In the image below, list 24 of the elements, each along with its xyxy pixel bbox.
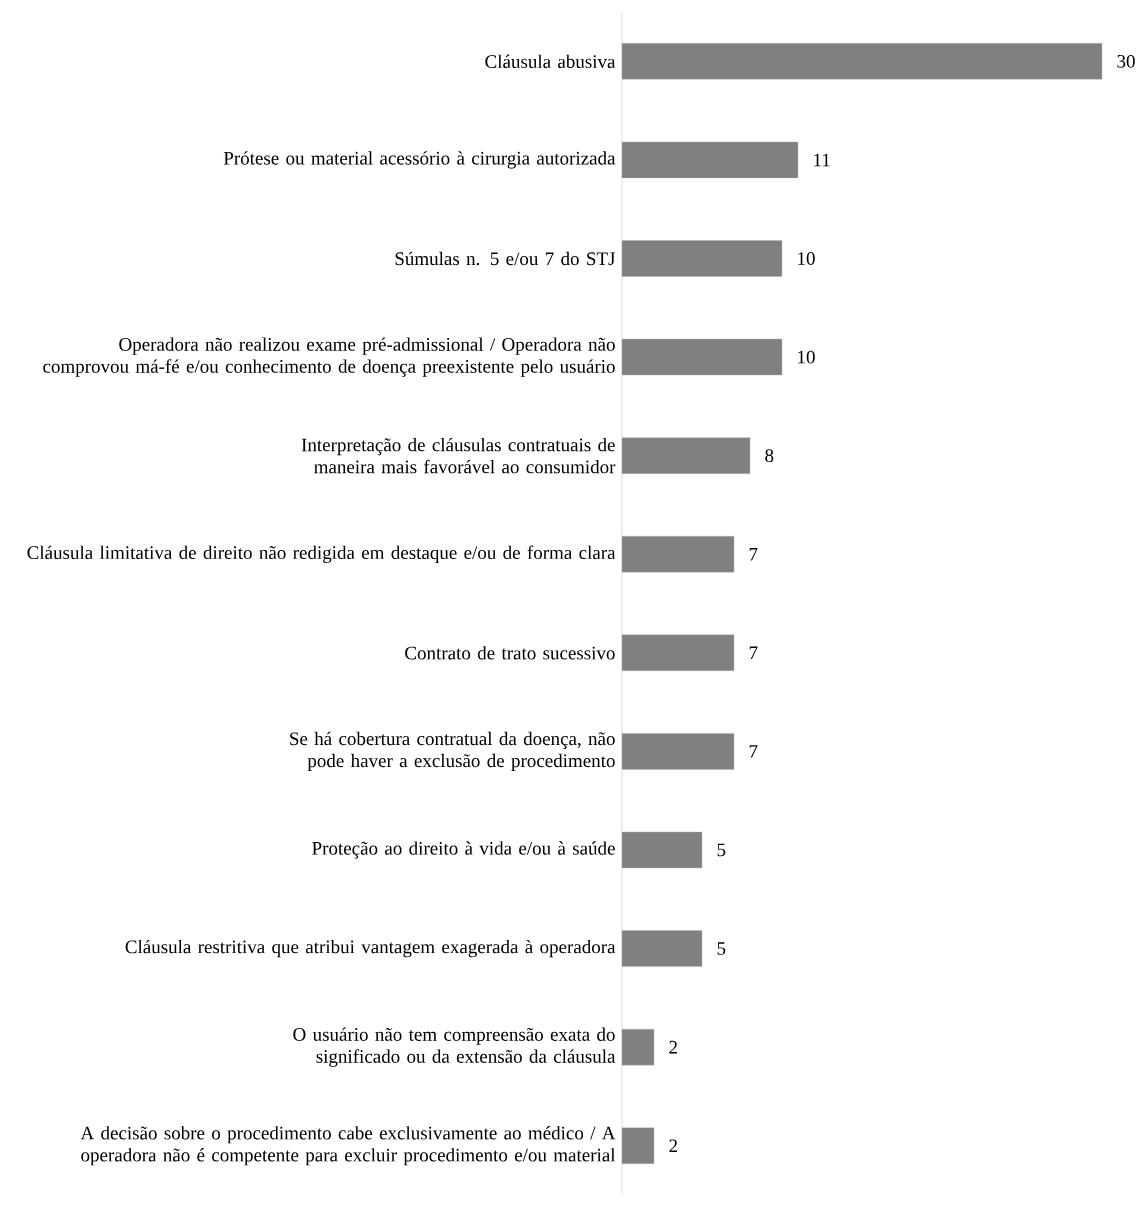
y-tick-label: A decisão sobre o procedimento cabe exclusivamente ao médico / A operadora não é competente para excluir procedimento e/ou material [80, 1126, 616, 1166]
y-tick-label: O usuário não tem compreensão exata do significado ou da extensão da cláusula [293, 1027, 616, 1067]
y-tick-label: Cláusula abusiva [485, 54, 616, 69]
y-tick-label: Cláusula limitativa de direito não redigida em destaque e/ou de forma clara [27, 545, 616, 563]
y-tick-label: Súmulas n. 5 e/ou 7 do STJ [395, 251, 616, 266]
y-tick-label: Prótese ou material acessório à cirurgia autorizada [223, 151, 616, 169]
data-label: 2 [669, 1139, 677, 1153]
y-tick-label: Operadora não realizou exame pré-admissional / Operadora não comprovou má-fé e/ou conhecimento de doença preexistente pelo usuário [43, 337, 615, 377]
y-tick-label: Se há cobertura contratual da doença, não pode haver a exclusão de procedimento [290, 731, 615, 772]
data-label: 8 [765, 449, 774, 463]
y-tick-label: Cláusula restritiva que atribui vantagem exagerada à operadora [125, 939, 616, 958]
data-label: 10 [798, 350, 815, 364]
y-tick-label: Interpretação de cláusulas contratuais de maneira mais favorável ao consumidor [301, 437, 616, 474]
y-tick-label: Contrato de trato sucessivo [405, 646, 615, 660]
data-label: 10 [798, 252, 815, 265]
data-label: 11 [814, 153, 830, 167]
data-label: 2 [669, 1040, 677, 1054]
data-label: 30 [1117, 54, 1135, 68]
data-label: 7 [749, 745, 758, 758]
data-label: 5 [717, 942, 726, 955]
y-tick-label: Proteção ao direito à vida e/ou à saúde [312, 841, 615, 859]
data-label: 7 [749, 548, 758, 561]
data-label: 5 [717, 843, 726, 857]
data-label: 7 [749, 646, 758, 660]
